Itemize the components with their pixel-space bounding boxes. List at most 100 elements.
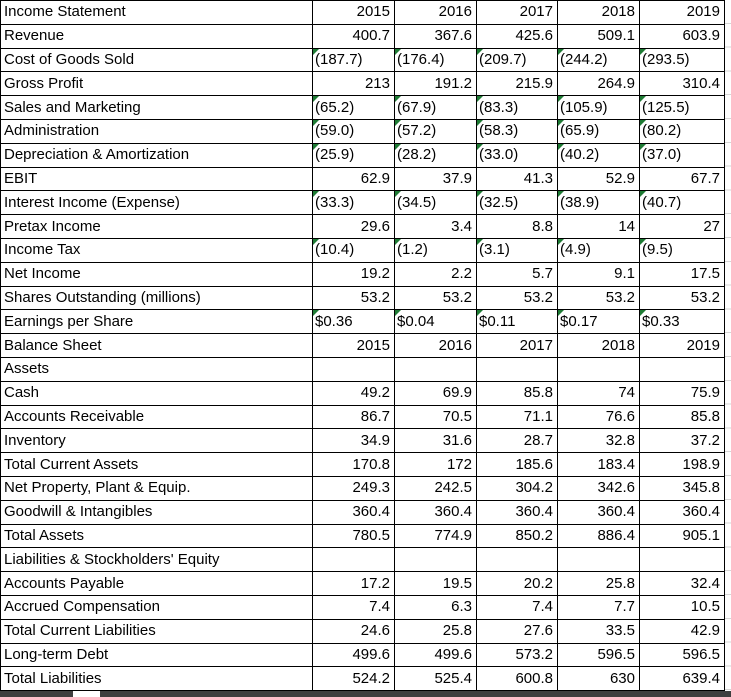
value-cell[interactable]: (293.5) [640,48,725,73]
value-cell[interactable]: 37.2 [640,429,725,454]
value-cell[interactable]: 600.8 [477,667,558,692]
value-cell[interactable]: (10.4) [313,238,395,263]
value-cell[interactable]: (244.2) [558,48,640,73]
value-cell[interactable] [640,548,725,573]
value-cell[interactable] [558,548,640,573]
value-cell[interactable]: 34.9 [313,429,395,454]
row-label-cell[interactable]: Balance Sheet [1,334,313,358]
row-label-cell[interactable]: Cost of Goods Sold [1,48,313,73]
row-label-cell[interactable]: Total Current Liabilities [1,619,313,644]
value-cell[interactable]: $0.17 [558,310,640,335]
value-cell[interactable]: 6.3 [395,595,477,620]
row-label-cell[interactable]: Cash [1,381,313,406]
value-cell[interactable]: 630 [558,667,640,692]
value-cell[interactable]: 27 [640,215,725,239]
value-cell[interactable]: 774.9 [395,524,477,549]
value-cell[interactable] [558,357,640,382]
value-cell[interactable] [395,357,477,382]
value-cell[interactable]: (65.9) [558,119,640,144]
value-cell[interactable]: (1.2) [395,238,477,263]
value-cell[interactable]: $0.33 [640,310,725,335]
value-cell[interactable]: 596.5 [640,643,725,668]
value-cell[interactable]: 74 [558,381,640,406]
value-cell[interactable]: 525.4 [395,667,477,692]
value-cell[interactable]: (38.9) [558,191,640,216]
value-cell[interactable]: 2015 [313,334,395,358]
row-label-cell[interactable]: Income Tax [1,238,313,263]
value-cell[interactable]: 7.4 [313,595,395,620]
value-cell[interactable]: 53.2 [477,286,558,311]
value-cell[interactable]: 86.7 [313,405,395,430]
row-label-cell[interactable]: Assets [1,357,313,382]
value-cell[interactable]: 310.4 [640,72,725,97]
value-cell[interactable]: 24.6 [313,619,395,644]
value-cell[interactable]: 53.2 [558,286,640,311]
value-cell[interactable]: 69.9 [395,381,477,406]
row-label-cell[interactable]: Net Income [1,262,313,287]
value-cell[interactable]: 32.4 [640,572,725,596]
value-cell[interactable]: 49.2 [313,381,395,406]
value-cell[interactable]: 850.2 [477,524,558,549]
value-cell[interactable]: 304.2 [477,476,558,501]
value-cell[interactable]: 76.6 [558,405,640,430]
value-cell[interactable]: 19.5 [395,572,477,596]
row-label-cell[interactable]: Inventory [1,429,313,454]
row-label-cell[interactable]: Liabilities & Stockholders' Equity [1,548,313,573]
row-label-cell[interactable]: Pretax Income [1,215,313,239]
value-cell[interactable]: 509.1 [558,24,640,49]
value-cell[interactable]: 2019 [640,334,725,358]
value-cell[interactable]: 345.8 [640,476,725,501]
value-cell[interactable]: (3.1) [477,238,558,263]
value-cell[interactable] [477,357,558,382]
row-label-cell[interactable]: Gross Profit [1,72,313,97]
value-cell[interactable]: 264.9 [558,72,640,97]
value-cell[interactable]: 886.4 [558,524,640,549]
value-cell[interactable]: 33.5 [558,619,640,644]
value-cell[interactable]: (187.7) [313,48,395,73]
value-cell[interactable]: (40.7) [640,191,725,216]
value-cell[interactable]: 367.6 [395,24,477,49]
value-cell[interactable]: (9.5) [640,238,725,263]
value-cell[interactable]: 2016 [395,1,477,25]
value-cell[interactable]: 10.5 [640,595,725,620]
value-cell[interactable]: 170.8 [313,453,395,477]
value-cell[interactable] [640,357,725,382]
value-cell[interactable]: (67.9) [395,96,477,120]
value-cell[interactable]: (34.5) [395,191,477,216]
value-cell[interactable]: 905.1 [640,524,725,549]
value-cell[interactable]: (59.0) [313,119,395,144]
value-cell[interactable]: 198.9 [640,453,725,477]
value-cell[interactable]: 7.4 [477,595,558,620]
value-cell[interactable]: 29.6 [313,215,395,239]
value-cell[interactable]: 780.5 [313,524,395,549]
value-cell[interactable]: 596.5 [558,643,640,668]
value-cell[interactable]: 2019 [640,1,725,25]
value-cell[interactable]: (83.3) [477,96,558,120]
value-cell[interactable]: 85.8 [640,405,725,430]
value-cell[interactable]: 2015 [313,1,395,25]
value-cell[interactable]: 41.3 [477,167,558,192]
value-cell[interactable]: $0.36 [313,310,395,335]
value-cell[interactable]: (65.2) [313,96,395,120]
value-cell[interactable]: (37.0) [640,143,725,168]
value-cell[interactable]: 7.7 [558,595,640,620]
value-cell[interactable]: 5.7 [477,262,558,287]
row-label-cell[interactable]: Earnings per Share [1,310,313,335]
value-cell[interactable]: 360.4 [558,500,640,525]
value-cell[interactable]: 8.8 [477,215,558,239]
value-cell[interactable]: 360.4 [477,500,558,525]
value-cell[interactable]: 360.4 [395,500,477,525]
value-cell[interactable]: 2016 [395,334,477,358]
value-cell[interactable]: 28.7 [477,429,558,454]
row-label-cell[interactable]: Long-term Debt [1,643,313,668]
row-label-cell[interactable]: Net Property, Plant & Equip. [1,476,313,501]
value-cell[interactable]: 499.6 [313,643,395,668]
value-cell[interactable]: 67.7 [640,167,725,192]
row-label-cell[interactable]: Accrued Compensation [1,595,313,620]
value-cell[interactable]: 242.5 [395,476,477,501]
value-cell[interactable]: (209.7) [477,48,558,73]
row-label-cell[interactable]: Administration [1,119,313,144]
row-label-cell[interactable]: Goodwill & Intangibles [1,500,313,525]
value-cell[interactable]: 62.9 [313,167,395,192]
value-cell[interactable]: (28.2) [395,143,477,168]
